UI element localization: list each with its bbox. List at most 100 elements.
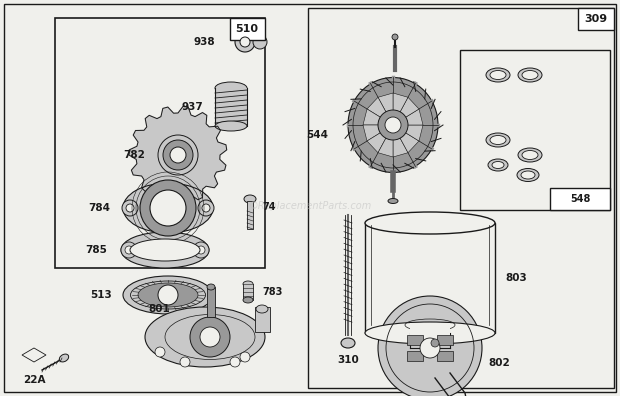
Polygon shape [393, 125, 408, 157]
Circle shape [121, 242, 137, 258]
Text: 802: 802 [488, 358, 510, 368]
Ellipse shape [243, 281, 253, 287]
Polygon shape [378, 93, 393, 125]
Ellipse shape [522, 70, 538, 80]
Ellipse shape [486, 133, 510, 147]
Ellipse shape [215, 121, 247, 131]
Circle shape [190, 317, 230, 357]
Ellipse shape [130, 239, 200, 261]
Ellipse shape [521, 171, 535, 179]
Bar [230, 18, 265, 40]
Ellipse shape [492, 162, 504, 169]
Circle shape [193, 242, 209, 258]
Polygon shape [393, 109, 423, 125]
Circle shape [230, 357, 240, 367]
Text: 782: 782 [123, 150, 145, 160]
Ellipse shape [138, 283, 198, 307]
Circle shape [378, 296, 482, 396]
Ellipse shape [517, 169, 539, 181]
Text: 801: 801 [148, 304, 170, 314]
Ellipse shape [256, 305, 268, 313]
Text: 803: 803 [505, 273, 527, 283]
Ellipse shape [207, 284, 215, 290]
Bar [460, 50, 610, 210]
Bar [410, 323, 450, 338]
Polygon shape [393, 125, 423, 141]
Text: 938: 938 [193, 37, 215, 47]
Polygon shape [363, 109, 393, 125]
Ellipse shape [365, 322, 495, 344]
Bar [247, 201, 253, 229]
Bar [207, 287, 215, 317]
Circle shape [125, 246, 133, 254]
Ellipse shape [215, 82, 247, 94]
Circle shape [378, 110, 408, 140]
Circle shape [240, 352, 250, 362]
Circle shape [253, 35, 267, 49]
Polygon shape [367, 97, 393, 125]
Ellipse shape [518, 68, 542, 82]
Text: 310: 310 [337, 355, 359, 365]
Bar [407, 351, 423, 361]
Text: 544: 544 [306, 130, 328, 140]
Polygon shape [363, 125, 393, 141]
Text: ©ReplacementParts.com: ©ReplacementParts.com [249, 201, 371, 211]
Circle shape [126, 204, 134, 212]
Bar [437, 351, 453, 361]
Ellipse shape [388, 198, 398, 204]
Bar [215, 88, 247, 126]
Text: 510: 510 [236, 24, 259, 34]
Circle shape [122, 200, 138, 216]
Circle shape [180, 357, 190, 367]
Text: 513: 513 [91, 290, 112, 300]
Ellipse shape [145, 307, 265, 367]
Circle shape [240, 37, 250, 47]
Polygon shape [393, 93, 408, 125]
Circle shape [235, 32, 255, 52]
Text: 22A: 22A [23, 375, 45, 385]
Ellipse shape [60, 354, 69, 362]
Circle shape [155, 347, 165, 357]
Ellipse shape [243, 297, 253, 303]
Text: 785: 785 [85, 245, 107, 255]
Polygon shape [129, 106, 227, 204]
Bar [550, 188, 610, 210]
Circle shape [140, 180, 196, 236]
Bar [55, 18, 265, 268]
Circle shape [197, 246, 205, 254]
Circle shape [198, 200, 214, 216]
Polygon shape [378, 125, 393, 157]
Circle shape [420, 338, 440, 358]
Ellipse shape [486, 68, 510, 82]
Bar [578, 8, 614, 30]
Ellipse shape [348, 78, 438, 173]
Polygon shape [393, 97, 419, 125]
Ellipse shape [522, 150, 538, 160]
Bar [437, 335, 453, 345]
Text: 784: 784 [88, 203, 110, 213]
Circle shape [167, 144, 189, 166]
Polygon shape [367, 125, 393, 153]
Circle shape [158, 285, 178, 305]
Bar [255, 307, 270, 332]
Ellipse shape [490, 70, 506, 80]
Ellipse shape [490, 135, 506, 145]
Ellipse shape [488, 159, 508, 171]
Bar [308, 8, 614, 388]
Text: 783: 783 [262, 287, 282, 297]
Bar [243, 284, 253, 300]
Text: 309: 309 [585, 14, 608, 24]
Circle shape [385, 117, 401, 133]
Circle shape [163, 140, 193, 170]
Text: 937: 937 [181, 102, 203, 112]
Circle shape [202, 204, 210, 212]
Bar [407, 335, 423, 345]
Ellipse shape [244, 195, 256, 203]
Text: 74: 74 [262, 202, 275, 212]
Bar [365, 223, 495, 333]
Ellipse shape [341, 338, 355, 348]
Ellipse shape [123, 183, 213, 233]
Circle shape [392, 34, 398, 40]
Text: 548: 548 [570, 194, 590, 204]
Circle shape [150, 190, 186, 226]
